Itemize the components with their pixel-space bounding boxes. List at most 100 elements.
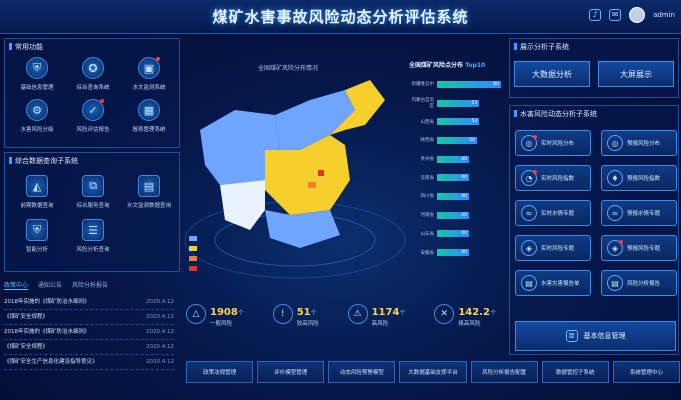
water-subsystem-button[interactable]: ◈ 预报风险专题 <box>601 235 677 261</box>
ranking-title: 全国煤矿风险点分布 Top10 <box>409 60 509 69</box>
legend-item <box>189 243 197 253</box>
database-item[interactable]: ☰ 风险分析查询 <box>65 219 121 253</box>
ranking-label: 内蒙古自治区 <box>411 98 435 110</box>
ranking-chart: 全国煤矿风险点分布 Top10 新疆维吾尔 80 内蒙古自治区 53 山西省 53 陕西省 5… <box>409 60 509 262</box>
risk-stat-label: 极高风险 <box>458 321 481 327</box>
ranking-row: 陕西省 50 <box>409 131 509 150</box>
bottom-nav-item[interactable]: 动态风险预警模型 <box>328 361 396 383</box>
big-data-button[interactable]: 大数据分析 <box>514 61 590 87</box>
basic-info-management-button[interactable]: ≣ 基本信息管理 <box>515 321 676 351</box>
water-subsystem-button[interactable]: ≈ 预报水情专题 <box>601 200 677 226</box>
water-subsystem-label: 预报风险分布 <box>627 141 661 147</box>
region-southwest[interactable] <box>220 180 265 230</box>
news-item[interactable]: 《煤矿安全规程》 2020.4.12 <box>4 340 174 355</box>
water-subsystem-button[interactable]: ◎ 实时风险分布 <box>515 130 591 156</box>
risk-stat: ! 51个 较高风险 <box>272 300 319 327</box>
bottom-nav-item[interactable]: 评价模型管理 <box>257 361 325 383</box>
medal-icon: ✪ <box>82 57 104 79</box>
message-icon[interactable]: ✉ <box>609 9 622 21</box>
target-icon: ◎ <box>607 135 623 151</box>
map-marker-red[interactable] <box>318 170 324 176</box>
database-item[interactable]: ◭ 前期数据查询 <box>9 175 65 209</box>
ranking-bar[interactable]: 80 <box>437 80 501 88</box>
bottom-nav-item[interactable]: 数据管控子系统 <box>541 361 609 383</box>
risk-stat-label: 较高风险 <box>296 321 319 327</box>
water-subsystem-button[interactable]: ▤ 风险分析报告 <box>601 270 677 296</box>
database-item[interactable]: ▤ 水文监测数据查询 <box>121 175 177 209</box>
ranking-label: 新疆维吾尔 <box>411 82 435 88</box>
region-northwest[interactable] <box>200 110 280 185</box>
ranking-bar[interactable]: 40 <box>437 174 469 182</box>
alert-dot <box>156 57 160 61</box>
water-subsystem-label: 实时风险指数 <box>541 176 575 182</box>
news-tab[interactable]: 风险分析报告 <box>72 282 109 289</box>
database-label: 前期数据查询 <box>20 203 54 209</box>
region-northeast[interactable] <box>330 80 385 135</box>
ranking-row: 新疆维吾尔 80 <box>409 75 509 94</box>
bottom-nav-item[interactable]: 大数据基础支撑平台 <box>399 361 467 383</box>
news-item[interactable]: 2018年实施的《煤矿防治水细则》 2020.4.12 <box>4 325 174 340</box>
common-item[interactable]: ⚙ 水害风险分级 <box>9 99 65 133</box>
region-central[interactable] <box>265 135 350 215</box>
top-bar: 煤矿水害事故风险动态分析评估系统 ♪ ✉ admin <box>0 0 681 34</box>
water-subsystem-button[interactable]: ≈ 实时水情专题 <box>515 200 591 226</box>
common-item[interactable]: ✪ 综合查询系统 <box>65 57 121 91</box>
water-subsystem-button[interactable]: ▤ 水害灾害报告单 <box>515 270 591 296</box>
risk-stat-label: 一般风险 <box>210 321 233 327</box>
avatar[interactable] <box>629 7 646 23</box>
common-label: 水害风险分级 <box>20 127 54 133</box>
water-icon: ≈ <box>607 205 623 221</box>
water-subsystem-button[interactable]: ◈ 实时风险专题 <box>515 235 591 261</box>
news-item[interactable]: 《煤矿安全生产信息化建设指导意见》 2020.4.12 <box>4 355 174 370</box>
bottom-nav-item[interactable]: 系统管理中心 <box>612 361 680 383</box>
news-item[interactable]: 2018年实施的《煤矿防治水细则》 2020.4.12 <box>4 295 174 310</box>
news-list: 2018年实施的《煤矿防治水细则》 2020.4.12 《煤矿安全规程》 2020.4… <box>4 295 174 370</box>
management-label: 基本信息管理 <box>583 332 626 340</box>
ranking-row: 云南省 40 <box>409 168 509 187</box>
water-subsystem-button[interactable]: ◔ 实时风险指数 <box>515 165 591 191</box>
region-north[interactable] <box>275 90 355 150</box>
bell-icon[interactable]: ♪ <box>589 9 602 21</box>
map-marker-orange[interactable] <box>308 182 316 188</box>
risk-stat-label: 高风险 <box>371 321 389 327</box>
risk-stat-unit: 个 <box>310 310 317 317</box>
ranking-bar[interactable]: 40 <box>437 211 469 219</box>
news-title: 《煤矿安全生产信息化建设指导意见》 <box>4 359 98 365</box>
table-icon: ▦ <box>138 99 160 121</box>
big-screen-button[interactable]: 大屏展示 <box>598 61 674 87</box>
water-subsystem-label: 预报风险专题 <box>627 246 661 252</box>
water-subsystem-button[interactable]: ♦ 预报风险指数 <box>601 165 677 191</box>
news-tab[interactable]: 政策中心 <box>4 282 29 290</box>
risk-stat-value: 1908 <box>210 307 238 318</box>
water-subsystem-button[interactable]: ◎ 预报风险分布 <box>601 130 677 156</box>
risk-stat-value: 51 <box>296 307 311 318</box>
region-south[interactable] <box>265 210 340 248</box>
news-title: 《煤矿安全规程》 <box>4 344 49 350</box>
risk-stat-unit: 个 <box>489 310 496 317</box>
common-item[interactable]: ✓ 风险评估报告 <box>65 99 121 133</box>
shield-icon: ⛨ <box>26 219 48 241</box>
ranking-bar[interactable]: 40 <box>437 230 469 238</box>
common-item[interactable]: ▣ 水文监测系统 <box>121 57 177 91</box>
water-subsystem-label: 风险分析报告 <box>627 281 661 287</box>
alert-dot <box>619 240 623 244</box>
ranking-bar[interactable]: 40 <box>437 192 469 200</box>
list-icon: ☰ <box>82 219 104 241</box>
ranking-bar[interactable]: 40 <box>437 155 469 163</box>
ranking-bar[interactable]: 53 <box>437 99 480 107</box>
database-item[interactable]: ⧉ 综合服务查询 <box>65 175 121 209</box>
news-tab[interactable]: 通知公告 <box>38 282 63 289</box>
report-icon: ▤ <box>521 275 537 291</box>
bottom-nav-item[interactable]: 风险分析报告配置 <box>470 361 538 383</box>
ranking-bar[interactable]: 50 <box>437 136 477 144</box>
ranking-bar[interactable]: 40 <box>437 249 469 257</box>
ranking-bar[interactable]: 53 <box>437 118 480 126</box>
username[interactable]: admin <box>653 11 675 19</box>
common-functions-panel: 常用功能 ⛨ 基础信息管理 ✪ 综合查询系统 ▣ 水文监测系统 ⚙ 水害风险分级 ✓ 风险评估报告… <box>4 38 180 148</box>
ranking-label: 云南省 <box>420 175 435 181</box>
database-item[interactable]: ⛨ 智能分析 <box>9 219 65 253</box>
news-item[interactable]: 《煤矿安全规程》 2020.4.12 <box>4 310 174 325</box>
common-item[interactable]: ▦ 报表管理系统 <box>121 99 177 133</box>
common-item[interactable]: ⛨ 基础信息管理 <box>9 57 65 91</box>
bottom-nav-item[interactable]: 政策法规管理 <box>186 361 254 383</box>
